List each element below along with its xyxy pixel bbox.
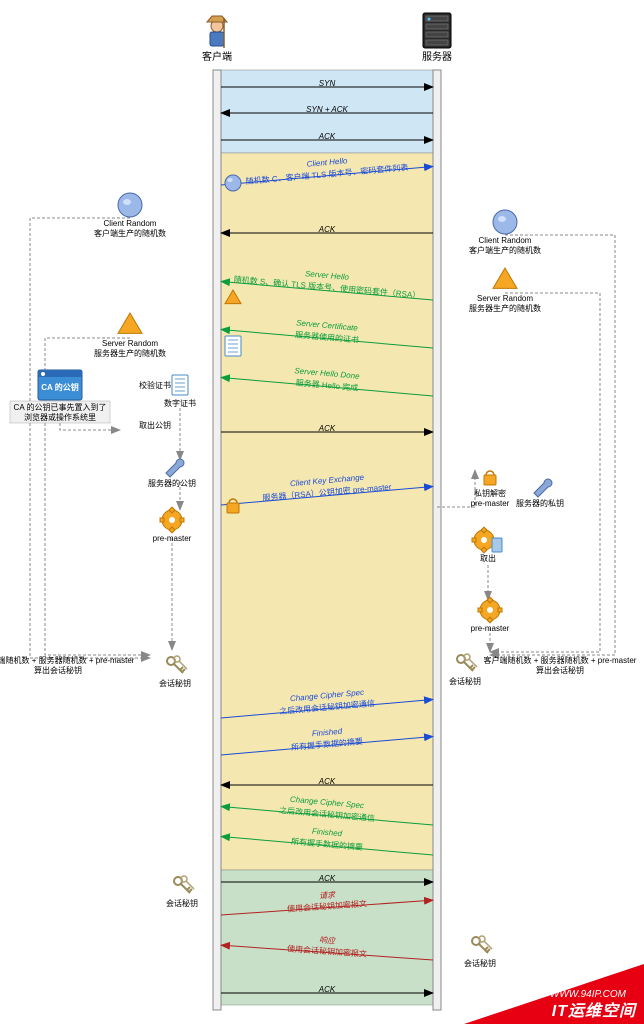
side-annotation: 会话秘钥 — [420, 677, 510, 687]
watermark: WWW.94IP.COM IT运维空间 — [464, 964, 644, 1024]
message-label: ACK — [227, 874, 427, 883]
side-annotation: 取出公钥 — [70, 421, 240, 431]
side-annotation: Server Random服务器生产的随机数 — [85, 339, 175, 360]
message-label: ACK — [227, 132, 427, 141]
message-label: SYN + ACK — [227, 105, 427, 114]
side-annotation: 客户端随机数 + 服务器随机数 + pre-master算出会话秘钥 — [475, 656, 644, 677]
side-annotation: pre-master — [445, 624, 535, 634]
message-label: ACK — [227, 225, 427, 234]
side-annotation: Client Random客户端生产的随机数 — [85, 219, 175, 240]
side-annotation: pre-master — [127, 534, 217, 544]
actor-label: 客户端 — [187, 48, 247, 63]
side-annotation: 会话秘钥 — [130, 679, 220, 689]
side-annotation: 服务器的公钥 — [127, 479, 217, 489]
side-annotation: 校验证书 — [70, 381, 240, 391]
side-annotation: 会话秘钥 — [137, 899, 227, 909]
side-annotation: 数字证书 — [135, 399, 225, 409]
side-annotation: 取出 — [443, 554, 533, 564]
side-annotation: 客户端随机数 + 服务器随机数 + pre-master算出会话秘钥 — [0, 656, 143, 677]
actor-label: 服务器 — [407, 48, 467, 63]
side-annotation: Client Random客户端生产的随机数 — [460, 236, 550, 257]
message-label: ACK — [227, 777, 427, 786]
message-label: ACK — [227, 985, 427, 994]
side-annotation: Server Random服务器生产的随机数 — [460, 294, 550, 315]
watermark-title: IT运维空间 — [552, 997, 636, 1021]
side-annotation: 服务器的私钥 — [495, 499, 585, 509]
message-label: SYN — [227, 79, 427, 88]
message-label: ACK — [227, 424, 427, 433]
side-annotation: 会话秘钥 — [435, 959, 525, 969]
sequence-diagram: CA 的公钥 — [0, 0, 644, 1024]
